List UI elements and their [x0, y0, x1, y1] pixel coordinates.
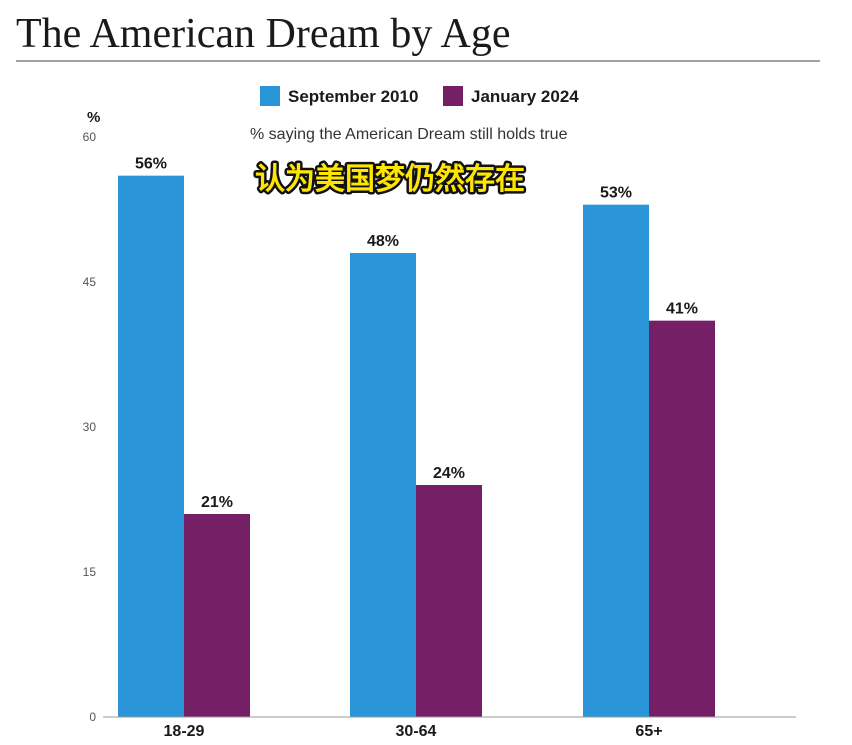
legend-label-september-2010: September 2010: [288, 87, 418, 106]
y-tick-label-0: 0: [89, 710, 96, 724]
bar-30-64-january-2024: [416, 485, 482, 717]
data-label-18-29-september-2010: 56%: [135, 156, 167, 173]
legend: September 2010 January 2024: [260, 86, 579, 106]
data-label-30-64-january-2024: 24%: [433, 465, 465, 482]
data-label-65-january-2024: 41%: [666, 301, 698, 318]
bar-18-29-september-2010: [118, 175, 184, 717]
bar-65-september-2010: [583, 204, 649, 717]
y-axis-unit-label: %: [87, 109, 100, 126]
page-title: The American Dream by Age: [16, 11, 510, 57]
bars: 56% 21% 48% 24% 53% 41%: [118, 156, 715, 717]
x-tick-label-18-29: 18-29: [164, 723, 205, 740]
x-axis: 18-29 30-64 65+: [164, 723, 663, 740]
y-tick-label-15: 15: [83, 565, 97, 579]
legend-swatch-september-2010: [260, 86, 280, 106]
chart-subtitle: % saying the American Dream still holds …: [250, 126, 568, 143]
overlay-caption: 认为美国梦仍然存在: [255, 162, 525, 196]
y-tick-label-45: 45: [83, 275, 97, 289]
legend-swatch-january-2024: [443, 86, 463, 106]
bar-18-29-january-2024: [184, 514, 250, 717]
y-tick-label-30: 30: [83, 420, 97, 434]
legend-label-january-2024: January 2024: [471, 87, 579, 106]
y-tick-label-60: 60: [83, 130, 97, 144]
data-label-65-september-2010: 53%: [600, 185, 632, 202]
x-tick-label-65: 65+: [635, 723, 662, 740]
y-axis: 0 15 30 45 60: [83, 130, 97, 724]
x-tick-label-30-64: 30-64: [396, 723, 437, 740]
data-label-30-64-september-2010: 48%: [367, 233, 399, 250]
bar-65-january-2024: [649, 320, 715, 717]
data-label-18-29-january-2024: 21%: [201, 494, 233, 511]
bar-30-64-september-2010: [350, 253, 416, 717]
